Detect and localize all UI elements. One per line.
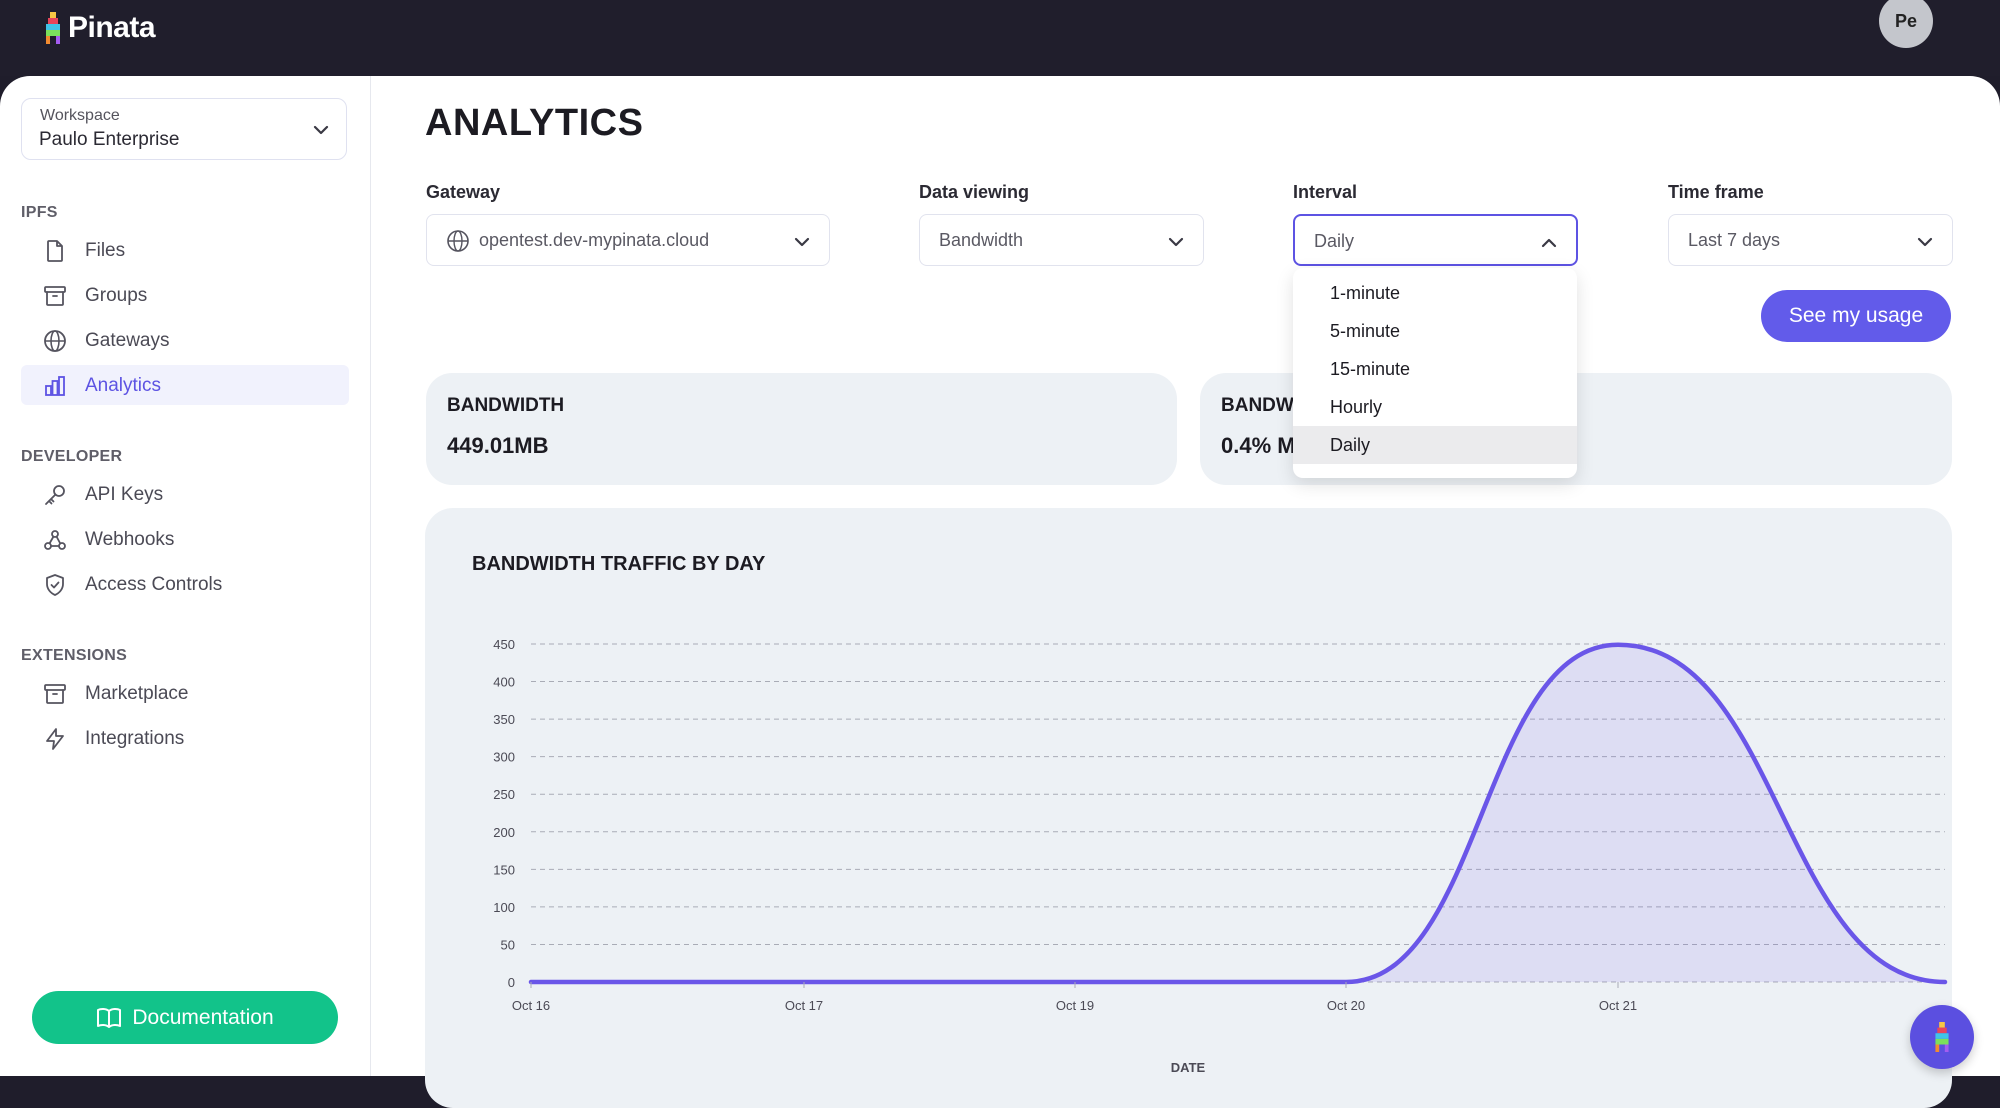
- section-title-extensions: EXTENSIONS: [21, 647, 128, 664]
- y-tick-label: 350: [493, 712, 515, 727]
- data-viewing-value: Bandwidth: [939, 230, 1024, 250]
- page-title: ANALYTICS: [425, 102, 644, 144]
- globe-icon: [44, 330, 66, 352]
- bandwidth-chart-card: BANDWIDTH TRAFFIC BY DAY 0 50 100 150 200 250…: [425, 508, 1952, 1108]
- main-content: ANALYTICS Gateway opentest.dev-mypinata.…: [371, 76, 2000, 1108]
- bandwidth-card: BANDWIDTH 449.01MB: [426, 373, 1177, 485]
- y-tick-label: 100: [493, 900, 515, 915]
- app-name: Pinata: [68, 11, 156, 44]
- globe-icon: [447, 230, 469, 252]
- time-frame-label: Time frame: [1668, 182, 1764, 202]
- sidebar-item-files[interactable]: Files: [21, 230, 349, 270]
- sidebar-item-gateways[interactable]: Gateways: [21, 320, 349, 360]
- chevron-down-icon: [1917, 237, 1933, 247]
- y-tick-label: 0: [508, 975, 515, 990]
- sidebar-item-label: Marketplace: [85, 683, 189, 704]
- interval-option-15-minute[interactable]: 15-minute: [1330, 359, 1411, 379]
- sidebar-item-label: Gateways: [85, 330, 170, 351]
- bar-chart-icon: [45, 376, 65, 396]
- gateway-select[interactable]: opentest.dev-mypinata.cloud: [426, 214, 830, 266]
- documentation-label: Documentation: [132, 1005, 274, 1029]
- y-tick-label: 50: [501, 937, 515, 952]
- sidebar-item-label: Analytics: [85, 375, 162, 396]
- sidebar-item-marketplace[interactable]: Marketplace: [21, 673, 349, 713]
- documentation-button[interactable]: Documentation: [32, 991, 338, 1044]
- interval-label: Interval: [1293, 182, 1358, 202]
- card-value: 0.4% M: [1221, 433, 1296, 458]
- y-tick-label: 250: [493, 787, 515, 802]
- top-bar: Pinata Pe: [0, 0, 2000, 76]
- chevron-down-icon: [313, 125, 329, 135]
- see-my-usage-button[interactable]: See my usage: [1761, 290, 1951, 342]
- time-frame-select[interactable]: Last 7 days: [1668, 214, 1953, 266]
- interval-option-hourly[interactable]: Hourly: [1330, 397, 1383, 417]
- interval-option-5-minute[interactable]: 5-minute: [1330, 321, 1401, 341]
- bandwidth-chart: 0 50 100 150 200 250 300 350 400 450 Oct 16 Oct 17 O…: [493, 637, 1948, 1075]
- archive-icon: [44, 684, 66, 704]
- y-tick-label: 150: [493, 862, 515, 877]
- interval-option-daily[interactable]: Daily: [1293, 426, 1577, 464]
- interval-select[interactable]: Daily: [1293, 214, 1578, 266]
- chart-title: BANDWIDTH TRAFFIC BY DAY: [472, 553, 766, 575]
- sidebar: Workspace Paulo Enterprise IPFS Files Gr…: [0, 76, 371, 1076]
- sidebar-item-label: Files: [85, 240, 126, 261]
- key-icon: [45, 485, 65, 505]
- section-title-developer: DEVELOPER: [21, 448, 123, 465]
- chevron-down-icon: [794, 237, 810, 247]
- gateway-label: Gateway: [426, 182, 501, 202]
- x-tick-label: Oct 17: [785, 998, 823, 1013]
- book-open-icon: [97, 1007, 122, 1028]
- y-tick-label: 300: [493, 750, 515, 765]
- sidebar-item-label: API Keys: [85, 484, 164, 505]
- sidebar-item-groups[interactable]: Groups: [21, 275, 349, 315]
- data-viewing-select[interactable]: Bandwidth: [919, 214, 1204, 266]
- time-frame-value: Last 7 days: [1688, 230, 1781, 250]
- app-shell: Workspace Paulo Enterprise IPFS Files Gr…: [0, 76, 2000, 1108]
- pinata-logo-icon: [1935, 1022, 1949, 1052]
- user-avatar[interactable]: Pe: [1879, 0, 1933, 48]
- y-tick-label: 400: [493, 675, 515, 690]
- archive-icon: [44, 286, 66, 306]
- sidebar-item-api-keys[interactable]: API Keys: [21, 474, 349, 514]
- workspace-selector[interactable]: Workspace Paulo Enterprise: [21, 98, 347, 160]
- webhook-icon: [44, 530, 66, 550]
- interval-dropdown-menu: 1-minute 5-minute 15-minute Hourly Daily: [1293, 268, 1577, 478]
- section-title-ipfs: IPFS: [21, 204, 58, 221]
- pinata-help-button[interactable]: [1910, 1005, 1974, 1069]
- shield-check-icon: [46, 574, 64, 596]
- interval-option-1-minute[interactable]: 1-minute: [1330, 283, 1401, 303]
- y-tick-label: 200: [493, 825, 515, 840]
- file-icon: [47, 240, 63, 262]
- interval-value: Daily: [1314, 231, 1355, 251]
- workspace-label: Workspace: [40, 107, 120, 124]
- sidebar-item-label: Access Controls: [85, 574, 223, 595]
- sidebar-item-integrations[interactable]: Integrations: [21, 718, 349, 758]
- x-tick-label: Oct 21: [1599, 998, 1637, 1013]
- x-tick-label: Oct 19: [1056, 998, 1094, 1013]
- sidebar-item-label: Groups: [85, 285, 148, 306]
- sidebar-item-label: Integrations: [85, 728, 185, 749]
- sidebar-item-webhooks[interactable]: Webhooks: [21, 519, 349, 559]
- pinata-logo[interactable]: Pinata: [44, 10, 156, 46]
- y-tick-label: 450: [493, 637, 515, 652]
- series-area: [531, 644, 1945, 982]
- pinata-logo-icon: [46, 12, 60, 44]
- workspace-value: Paulo Enterprise: [39, 129, 180, 150]
- card-title: BANDW: [1221, 395, 1294, 416]
- sidebar-item-access-controls[interactable]: Access Controls: [21, 564, 349, 604]
- bolt-icon: [46, 728, 64, 750]
- sidebar-item-label: Webhooks: [85, 529, 175, 550]
- x-axis-title: DATE: [1171, 1060, 1206, 1075]
- gateway-value: opentest.dev-mypinata.cloud: [479, 230, 710, 250]
- x-tick-label: Oct 20: [1327, 998, 1365, 1013]
- chevron-down-icon: [1168, 237, 1184, 247]
- card-title: BANDWIDTH: [447, 395, 565, 416]
- data-viewing-label: Data viewing: [919, 182, 1030, 202]
- sidebar-item-analytics[interactable]: Analytics: [21, 365, 349, 405]
- chevron-up-icon: [1541, 238, 1557, 248]
- card-value: 449.01MB: [447, 433, 549, 458]
- x-tick-label: Oct 16: [512, 998, 550, 1013]
